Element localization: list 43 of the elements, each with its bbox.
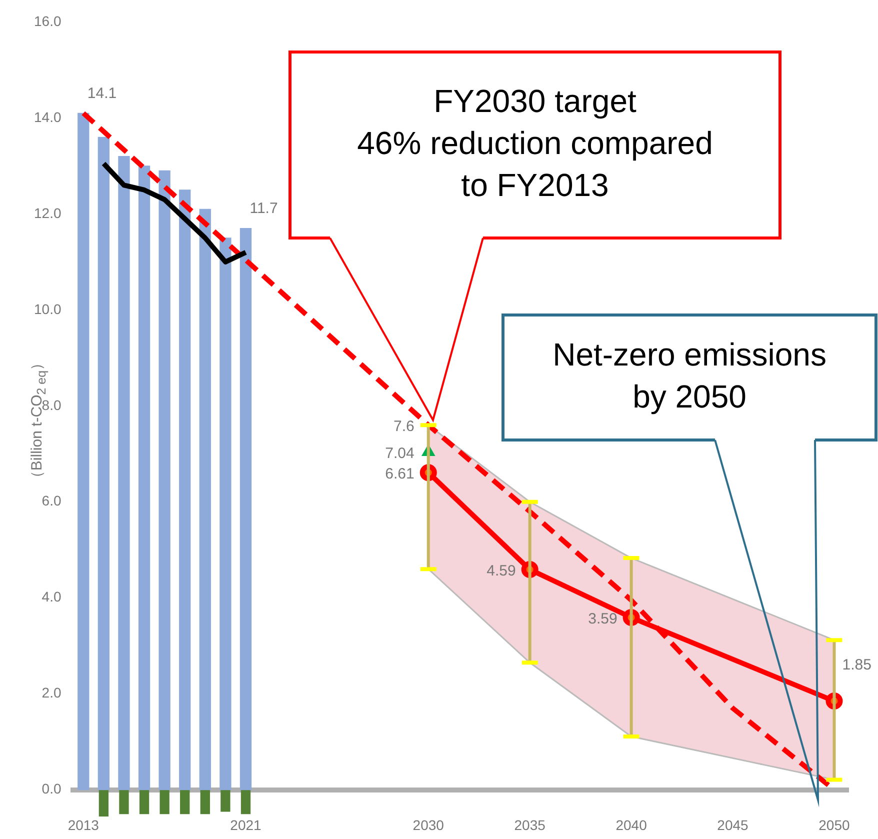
bar <box>158 170 170 790</box>
bar <box>240 228 252 790</box>
x-tick-label: 2040 <box>616 817 648 834</box>
x-tick-label: 2035 <box>514 817 546 834</box>
y-tick-label: 6.0 <box>42 492 62 509</box>
bar <box>200 789 210 814</box>
bar <box>138 166 150 790</box>
x-tick-label: 2013 <box>68 817 100 834</box>
bar <box>139 789 150 814</box>
y-tick-label: 14.0 <box>34 108 62 125</box>
bar <box>220 238 232 790</box>
bar <box>220 789 230 812</box>
bar <box>119 789 129 814</box>
x-tick-label: 2050 <box>818 817 850 834</box>
y-tick-label: 12.0 <box>34 204 62 221</box>
annotation: FY2030 target 46% reduction compared to FY2013 <box>357 82 713 203</box>
y-tick-label: 8.0 <box>42 396 62 413</box>
y-tick-label: 4.0 <box>42 588 62 605</box>
bar <box>160 789 170 814</box>
bar <box>98 789 109 817</box>
bar <box>180 789 190 814</box>
x-tick-label: 2045 <box>717 817 749 834</box>
data-label: 4.59 <box>486 562 516 580</box>
y-tick-label: 2.0 <box>42 684 62 701</box>
data-label: 7.6 <box>394 418 414 436</box>
bar <box>78 112 90 790</box>
annotation: Net-zero emissions by 2050 <box>552 336 826 414</box>
data-label: 14.1 <box>87 84 117 102</box>
bar <box>118 156 130 790</box>
data-label: 11.7 <box>250 200 278 217</box>
bar <box>199 208 211 790</box>
y-tick-label: 16.0 <box>34 12 62 29</box>
y-tick-label: 0.0 <box>42 780 62 797</box>
bar <box>98 136 110 790</box>
x-tick-label: 2030 <box>412 817 444 834</box>
data-label: 1.85 <box>842 656 872 674</box>
bar <box>179 190 191 790</box>
data-label: 6.61 <box>385 466 414 483</box>
bar <box>240 789 251 814</box>
y-tick-label: 10.0 <box>34 300 62 317</box>
data-label: 3.59 <box>588 610 618 628</box>
data-label: 7.04 <box>385 445 414 462</box>
x-tick-label: 2021 <box>230 817 262 834</box>
